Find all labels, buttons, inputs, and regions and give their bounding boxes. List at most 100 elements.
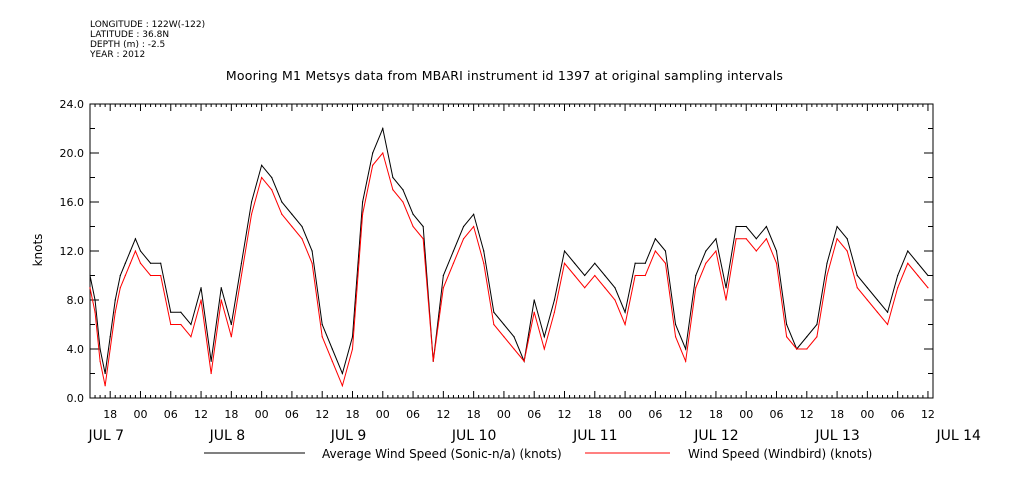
data-point: [917, 274, 919, 277]
chart-legend: Average Wind Speed (Sonic-n/a) (knots) W…: [204, 447, 872, 461]
data-point: [220, 299, 222, 301]
data-point: [563, 250, 566, 252]
x-date-label: JUL 9: [330, 428, 367, 444]
data-point: [124, 262, 126, 264]
data-point: [109, 336, 111, 338]
x-tick-label: 00: [376, 408, 390, 421]
data-point: [321, 336, 323, 338]
data-point: [553, 299, 556, 301]
data-point: [725, 299, 727, 301]
data-point: [99, 348, 101, 350]
data-point: [614, 299, 616, 301]
data-point: [533, 299, 535, 301]
data-point: [452, 250, 455, 252]
x-tick-label: 12: [921, 408, 935, 421]
x-tick-label: 18: [103, 408, 117, 421]
data-point: [543, 348, 545, 350]
data-point: [160, 262, 162, 264]
data-point: [200, 287, 202, 289]
data-point: [180, 311, 182, 313]
data-point: [372, 152, 374, 154]
data-point: [866, 287, 868, 289]
data-point: [563, 262, 566, 264]
data-point: [543, 336, 545, 338]
data-point: [240, 262, 243, 264]
data-point: [907, 250, 909, 252]
meta-depth: DEPTH (m) : -2.5: [90, 40, 166, 50]
x-tick-label: 00: [497, 408, 511, 421]
data-point: [104, 385, 106, 387]
legend-label-windbird: Wind Speed (Windbird) (knots): [688, 447, 872, 461]
data-point: [826, 262, 828, 264]
data-point: [442, 274, 444, 277]
data-point: [745, 238, 747, 240]
data-point: [695, 274, 697, 277]
data-point: [341, 385, 343, 387]
data-point: [89, 287, 91, 289]
data-point: [614, 287, 616, 289]
data-point: [311, 262, 313, 264]
data-point: [180, 323, 182, 326]
data-point: [573, 262, 576, 264]
data-point: [846, 250, 848, 252]
data-point: [654, 238, 656, 240]
data-point: [392, 176, 394, 179]
data-point: [594, 262, 596, 264]
data-point: [271, 176, 273, 179]
data-point: [775, 262, 778, 264]
data-point: [886, 323, 889, 326]
data-point: [634, 274, 636, 277]
data-point: [685, 360, 687, 362]
data-point: [402, 201, 404, 203]
x-tick-label: 12: [800, 408, 814, 421]
data-point: [846, 238, 848, 240]
data-point: [876, 311, 879, 313]
data-point: [866, 299, 868, 301]
data-point: [786, 323, 788, 326]
data-point: [775, 250, 778, 252]
data-point: [442, 287, 444, 289]
data-point: [321, 323, 323, 326]
data-point: [99, 360, 101, 362]
data-point: [483, 250, 485, 252]
data-point: [503, 323, 505, 326]
data-point: [331, 348, 333, 350]
x-tick-label: 18: [830, 408, 844, 421]
y-tick-label: 0.0: [67, 392, 85, 405]
data-point: [634, 262, 636, 264]
data-point: [513, 336, 515, 338]
data-point: [190, 336, 192, 338]
x-tick-label: 12: [679, 408, 693, 421]
data-point: [129, 262, 131, 264]
series-line-1: [89, 151, 929, 388]
data-point: [281, 201, 283, 203]
x-date-label: JUL 11: [572, 428, 617, 444]
x-tick-label: 12: [558, 408, 572, 421]
data-point: [604, 274, 606, 277]
x-date-label: JUL 7: [87, 428, 124, 444]
data-point: [89, 274, 91, 277]
data-point: [705, 262, 707, 264]
data-point: [190, 323, 192, 326]
data-point: [452, 262, 455, 264]
data-point: [816, 336, 818, 338]
data-point: [735, 238, 737, 240]
data-point: [644, 274, 646, 277]
data-point: [674, 336, 677, 338]
data-point: [664, 250, 667, 252]
data-point: [897, 287, 899, 289]
series-layer: [89, 126, 929, 388]
data-point: [654, 250, 656, 252]
x-date-label: JUL 13: [814, 428, 859, 444]
data-point: [755, 250, 757, 252]
data-point: [826, 274, 828, 277]
data-point: [755, 238, 757, 240]
data-point: [715, 250, 717, 252]
meta-year: YEAR : 2012: [90, 50, 146, 60]
data-point: [765, 225, 768, 228]
data-point: [735, 225, 737, 228]
data-point: [331, 360, 333, 362]
data-point: [553, 311, 556, 313]
x-tick-label: 18: [709, 408, 723, 421]
data-point: [493, 311, 495, 313]
